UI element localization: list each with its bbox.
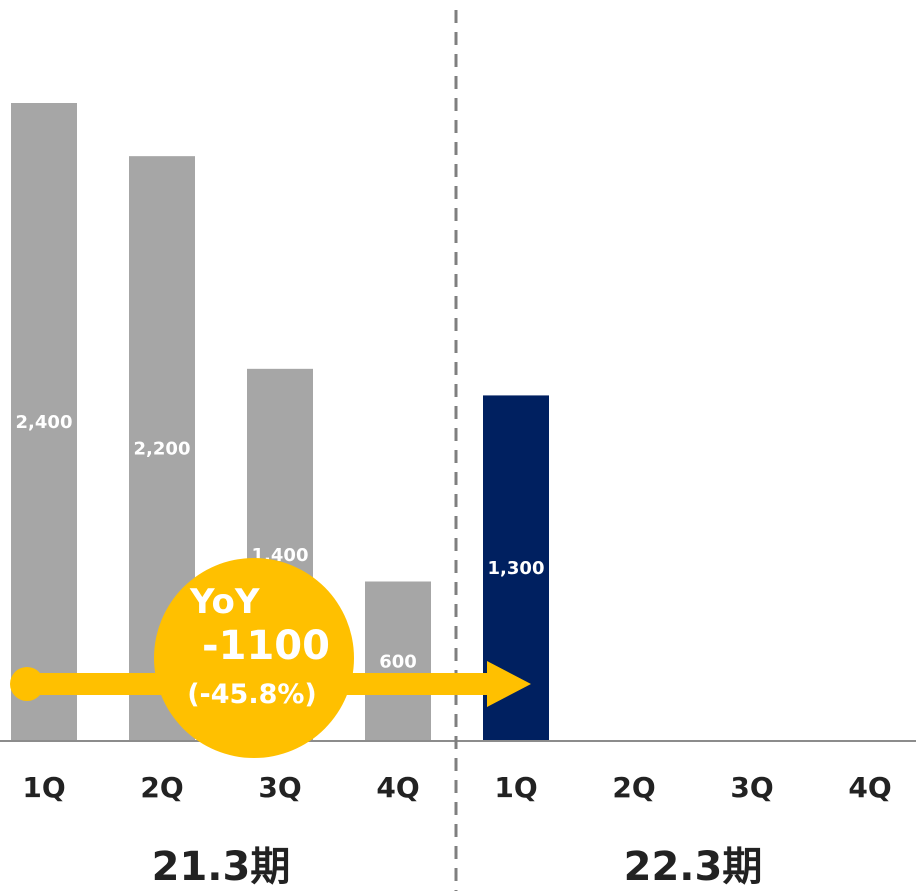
x-tick-label: 1Q	[494, 771, 537, 804]
yoy-arrow-start	[10, 667, 44, 701]
period-label: 21.3期	[152, 844, 291, 890]
data-label: 600	[379, 651, 417, 672]
x-tick-label: 4Q	[848, 771, 891, 804]
x-tick-label: 2Q	[612, 771, 655, 804]
yoy-arrow-head	[487, 661, 531, 707]
yoy-annotation: YoY-1100 (-45.8%)	[10, 558, 531, 758]
yoy-bubble	[154, 558, 354, 758]
yoy-difference: -1100	[202, 623, 330, 669]
bar-prev-1q	[11, 103, 77, 741]
bar-prev-4q	[365, 581, 431, 741]
yoy-percent: (-45.8%)	[187, 679, 317, 710]
period-label: 22.3期	[624, 844, 763, 890]
period-labels: 21.3期 22.3期	[152, 844, 763, 890]
data-label: 2,200	[134, 439, 191, 460]
data-label: 2,400	[16, 412, 73, 433]
x-tick-label: 3Q	[258, 771, 301, 804]
x-tick-labels: 1Q 2Q 3Q 4Q 1Q 2Q 3Q 4Q	[22, 771, 891, 804]
x-tick-label: 1Q	[22, 771, 65, 804]
yoy-title: YoY	[189, 582, 260, 622]
x-tick-label: 4Q	[376, 771, 419, 804]
x-tick-label: 2Q	[140, 771, 183, 804]
x-tick-label: 3Q	[730, 771, 773, 804]
data-label: 1,300	[488, 558, 545, 579]
